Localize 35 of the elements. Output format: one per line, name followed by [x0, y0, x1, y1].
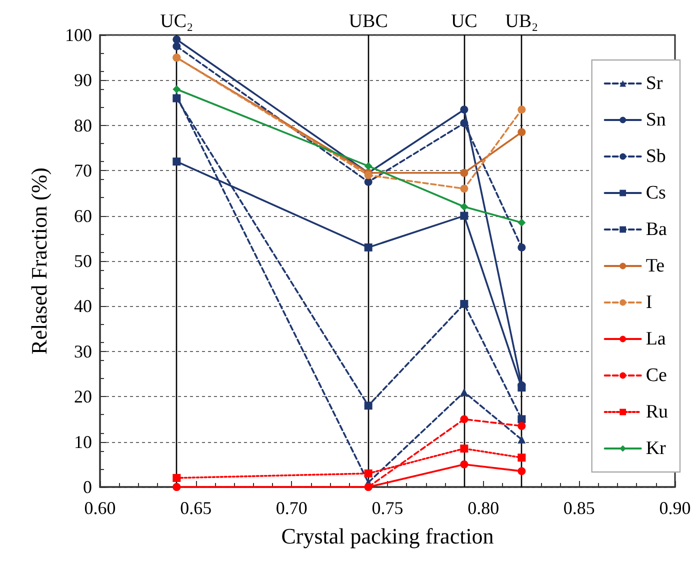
- legend-label: Ru: [646, 402, 668, 422]
- legend-label: La: [646, 328, 666, 350]
- legend-label: Sr: [646, 73, 664, 94]
- y-tick-label: 40: [74, 296, 92, 316]
- y-axis-title: Relased Fraction (%): [26, 168, 52, 354]
- x-tick-label: 0.90: [659, 498, 691, 518]
- legend-label: Kr: [646, 438, 667, 459]
- y-tick-label: 70: [74, 160, 92, 181]
- y-tick-label: 20: [74, 386, 92, 407]
- y-tick-label: 30: [74, 341, 92, 362]
- legend-label: Sb: [646, 146, 666, 167]
- x-tick-label: 0.65: [180, 498, 212, 518]
- x-tick-label: 0.80: [468, 498, 500, 518]
- x-tick-label: 0.85: [563, 498, 595, 518]
- x-tick-label: 0.75: [372, 498, 404, 518]
- y-tick-label: 60: [74, 206, 92, 226]
- legend-label: Cs: [646, 182, 666, 204]
- x-axis-title: Crystal packing fraction: [281, 524, 494, 548]
- y-tick-label: 90: [74, 70, 92, 90]
- legend-label: Ba: [646, 219, 668, 240]
- y-tick-label: 80: [74, 115, 92, 136]
- y-tick-label: 100: [65, 25, 92, 45]
- x-tick-label: 0.60: [84, 498, 116, 518]
- ref-line-label: UB₂: [505, 11, 538, 32]
- legend-label: Ce: [646, 365, 667, 386]
- legend-label: Te: [646, 256, 665, 276]
- y-tick-label: 10: [74, 432, 92, 452]
- y-tick-label: 0: [83, 477, 92, 497]
- y-tick-label: 50: [74, 251, 92, 271]
- ref-line-label: UBC: [348, 11, 388, 32]
- legend-label: I: [646, 292, 652, 313]
- legend-label: Sn: [646, 110, 666, 130]
- x-tick-label: 0.70: [276, 498, 308, 518]
- ref-line-label: UC₂: [160, 11, 194, 32]
- ref-line-label: UC: [450, 11, 478, 32]
